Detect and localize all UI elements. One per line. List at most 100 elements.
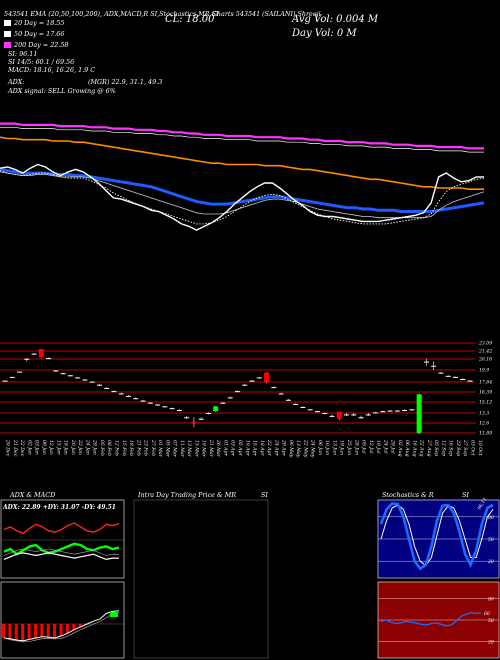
macd-hist-bar <box>72 624 76 630</box>
date-label: 07 Mar <box>172 440 178 458</box>
candle-body <box>285 399 291 401</box>
candle-body <box>169 408 175 410</box>
candle <box>402 409 408 411</box>
date-label: 10 Apr <box>244 440 250 457</box>
date-label: 23 Feb <box>143 439 149 456</box>
candle <box>409 408 415 411</box>
legend-swatches <box>4 20 11 48</box>
macd-hist-bar <box>53 624 57 638</box>
date-label: 22 Aug <box>419 439 425 457</box>
candle <box>351 413 357 416</box>
candle <box>220 402 226 404</box>
date-label: 24 Apr <box>273 439 279 457</box>
candle-body <box>467 380 473 382</box>
date-label: 29 Jan <box>92 439 98 455</box>
candle-body <box>358 417 364 419</box>
date-label: 06 May <box>288 440 294 458</box>
candle-body <box>387 410 393 412</box>
date-label: 03 Oct <box>470 440 476 456</box>
date-label: 18 Jan <box>63 440 69 455</box>
date-label: 24 Jul <box>382 439 388 454</box>
adx-readout: ADX: 22.89 +DY: 31.07 -DY: 49.51 <box>2 504 116 511</box>
candle <box>329 414 335 418</box>
candle <box>38 348 44 358</box>
adx-panel-frame <box>0 499 125 579</box>
candle-body <box>31 353 37 355</box>
candle-body <box>82 379 88 381</box>
candle <box>373 411 379 414</box>
candle <box>271 386 277 389</box>
date-label: 24 May <box>310 439 316 458</box>
candle <box>140 399 146 402</box>
candle-body <box>118 393 124 395</box>
candle <box>104 387 110 389</box>
candle <box>322 412 328 415</box>
candle <box>467 380 473 382</box>
date-label: 22 May <box>302 439 308 458</box>
symbol-name: (SAILANI) Shreeji <box>262 10 321 18</box>
date-label: 21 Mar <box>208 439 214 458</box>
date-label: 15 Apr <box>252 440 258 457</box>
candle-body <box>336 411 342 419</box>
date-label: 12 Jul <box>368 440 374 454</box>
candle <box>9 376 15 378</box>
date-label: 22 Dec <box>19 439 25 457</box>
macd-hist-bar <box>27 624 31 640</box>
legend-ema50-swatch <box>4 31 11 37</box>
candle <box>365 413 371 416</box>
date-label: 05 Apr <box>237 440 243 457</box>
candle <box>307 408 313 411</box>
date-label: 27 Feb <box>150 439 156 456</box>
macd-hist-bar <box>33 624 37 638</box>
candle-body <box>365 414 371 416</box>
date-label: 12 Sep <box>440 440 446 456</box>
candle-body <box>155 404 161 406</box>
candle-body <box>293 403 299 405</box>
candle <box>162 405 168 408</box>
candle <box>118 392 124 395</box>
mgr-readout: (MGR) 22.9, 31.1, 49.3 <box>88 78 163 86</box>
date-label: 16 Sep <box>448 440 454 456</box>
candle <box>184 415 190 419</box>
date-label: 13 Mar <box>186 440 192 458</box>
candle <box>416 393 422 435</box>
candle <box>445 375 451 377</box>
price-tick-label: 15.12 <box>479 400 492 406</box>
date-label: 10 Jun <box>324 440 330 455</box>
si-readout: SI: 96.11 <box>8 50 38 58</box>
macd-hist-bar <box>59 624 63 636</box>
candle-body <box>9 376 15 378</box>
candle-body <box>75 377 81 379</box>
candle <box>380 410 386 413</box>
adx-panel-title: ADX & MACD <box>10 491 56 499</box>
candle <box>249 380 255 382</box>
candle-body <box>249 380 255 382</box>
candle <box>264 372 270 384</box>
macd-signal-line <box>3 612 120 643</box>
candle <box>155 403 161 406</box>
candle-body <box>38 349 44 357</box>
candle <box>213 405 219 412</box>
candle <box>82 379 88 381</box>
candle <box>300 406 306 408</box>
date-label: 05 Feb <box>99 440 105 456</box>
legend-ema200-swatch <box>4 42 11 48</box>
price-tick-label: 13.3 <box>479 411 489 417</box>
rsi-level-label: 80 <box>488 596 494 602</box>
candle <box>205 412 211 415</box>
candle <box>452 376 458 378</box>
candle <box>111 390 117 393</box>
candle-body <box>452 376 458 378</box>
date-label: 05 Sep <box>433 440 439 456</box>
candle <box>89 381 95 383</box>
candle-body <box>67 375 73 377</box>
date-label: 15 Jan <box>55 440 61 455</box>
date-label: 08 Feb <box>106 440 112 456</box>
candle-body <box>278 393 284 395</box>
date-label: 27 Aug <box>426 439 432 457</box>
candle-body <box>402 409 408 411</box>
macd-hist-bar <box>78 624 82 627</box>
date-label: 20 Jan <box>70 439 76 455</box>
macd-readout: MACD: 18.16, 16.26, 1.9 C <box>8 66 96 74</box>
ema20-line <box>0 163 484 231</box>
